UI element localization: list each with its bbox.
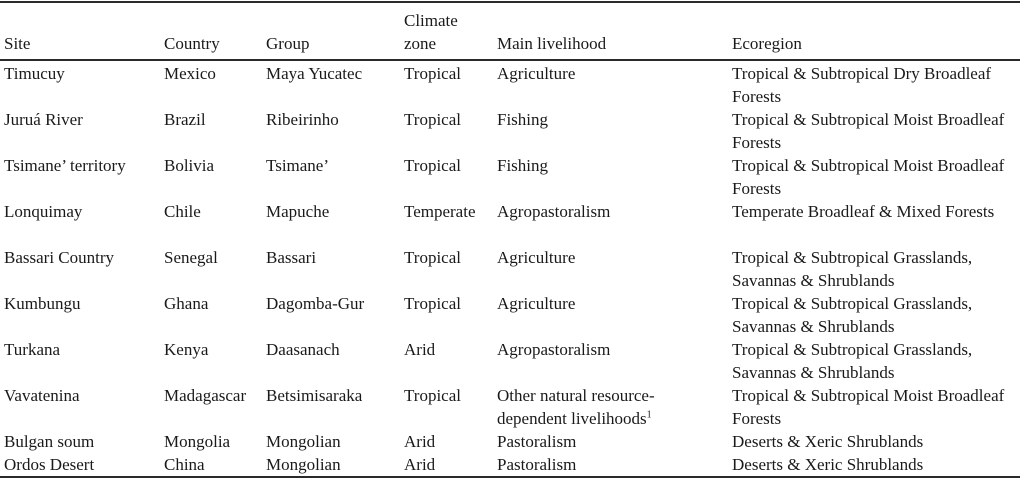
cell-country: Kenya [164, 340, 209, 359]
livelihood-text: Pastoralism [497, 432, 577, 451]
livelihood-text: Other natural resource-dependent livelih… [497, 386, 655, 428]
cell-climate-zone: Arid [404, 340, 436, 359]
cell-climate-zone: Tropical [404, 64, 461, 83]
cell-main-livelihood: Other natural resource-dependent livelih… [493, 384, 728, 430]
cell-climate-zone: Arid [404, 432, 436, 451]
table-row: Ordos Desert China Mongolian Arid Pastor… [0, 453, 1020, 477]
cell-ecoregion: Tropical & Subtropical Dry Broadleaf For… [732, 64, 992, 106]
table-row: Lonquimay Chile Mapuche Temperate Agropa… [0, 200, 1020, 246]
cell-ecoregion: Tropical & Subtropical Grasslands, Savan… [732, 340, 973, 382]
table-row: Bulgan soum Mongolia Mongolian Arid Past… [0, 430, 1020, 453]
cell-main-livelihood: Agriculture [493, 60, 728, 108]
cell-ecoregion: Tropical & Subtropical Grasslands, Savan… [732, 248, 973, 290]
cell-ecoregion: Deserts & Xeric Shrublands [732, 432, 924, 451]
cell-group: Betsimisaraka [266, 386, 363, 405]
cell-site: Tsimane’ territory [4, 156, 126, 175]
table-body: Timucuy Mexico Maya Yucatec Tropical Agr… [0, 60, 1020, 477]
cell-country: Bolivia [164, 156, 215, 175]
cell-ecoregion: Tropical & Subtropical Moist Broadleaf F… [732, 156, 1005, 198]
cell-site: Lonquimay [4, 202, 83, 221]
cell-main-livelihood: Fishing [493, 154, 728, 200]
livelihood-text: Agriculture [497, 64, 576, 83]
livelihood-text: Agropastoralism [497, 340, 611, 359]
livelihood-text: Agriculture [497, 248, 576, 267]
livelihood-text: Agropastoralism [497, 202, 611, 221]
cell-group: Mapuche [266, 202, 330, 221]
cell-country: Brazil [164, 110, 206, 129]
header-country: Country [164, 34, 220, 53]
table-row: Juruá River Brazil Ribeirinho Tropical F… [0, 108, 1020, 154]
footnote-marker: 1 [646, 409, 652, 421]
cell-site: Timucuy [4, 64, 65, 83]
cell-country: Mongolia [164, 432, 231, 451]
table-header: Site Country Group Climate zone Main liv… [0, 2, 1020, 60]
cell-ecoregion: Temperate Broadleaf & Mixed Forests [732, 202, 995, 221]
header-main-livelihood: Main livelihood [497, 34, 607, 53]
cell-group: Dagomba-Gur [266, 294, 365, 313]
cell-main-livelihood: Agropastoralism [493, 200, 728, 246]
cell-group: Maya Yucatec [266, 64, 363, 83]
livelihood-text: Fishing [497, 110, 549, 129]
cell-group: Ribeirinho [266, 110, 339, 129]
cell-group: Mongolian [266, 455, 341, 474]
cell-site: Bassari Country [4, 248, 115, 267]
cell-site: Vavatenina [4, 386, 80, 405]
cell-climate-zone: Tropical [404, 386, 461, 405]
cell-climate-zone: Tropical [404, 156, 461, 175]
cell-main-livelihood: Agriculture [493, 292, 728, 338]
header-site: Site [4, 34, 31, 53]
cell-ecoregion: Deserts & Xeric Shrublands [732, 455, 924, 474]
table-row: Timucuy Mexico Maya Yucatec Tropical Agr… [0, 60, 1020, 108]
header-climate-zone: Climate zone [404, 11, 458, 53]
cell-country: China [164, 455, 205, 474]
cell-climate-zone: Arid [404, 455, 436, 474]
header-ecoregion: Ecoregion [732, 34, 802, 53]
cell-country: Chile [164, 202, 201, 221]
cell-ecoregion: Tropical & Subtropical Moist Broadleaf F… [732, 386, 1005, 428]
cell-climate-zone: Temperate [404, 202, 476, 221]
cell-main-livelihood: Agropastoralism [493, 338, 728, 384]
cell-site: Kumbungu [4, 294, 81, 313]
table-row: Vavatenina Madagascar Betsimisaraka Trop… [0, 384, 1020, 430]
cell-main-livelihood: Fishing [493, 108, 728, 154]
cell-group: Bassari [266, 248, 317, 267]
cell-ecoregion: Tropical & Subtropical Grasslands, Savan… [732, 294, 973, 336]
cell-main-livelihood: Agriculture [493, 246, 728, 292]
cell-site: Juruá River [4, 110, 83, 129]
cell-site: Ordos Desert [4, 455, 95, 474]
table-row: Turkana Kenya Daasanach Arid Agropastora… [0, 338, 1020, 384]
cell-group: Mongolian [266, 432, 341, 451]
cell-country: Ghana [164, 294, 209, 313]
header-row: Site Country Group Climate zone Main liv… [0, 2, 1020, 60]
cell-main-livelihood: Pastoralism [493, 453, 728, 477]
cell-main-livelihood: Pastoralism [493, 430, 728, 453]
cell-climate-zone: Tropical [404, 294, 461, 313]
table-row: Kumbungu Ghana Dagomba-Gur Tropical Agri… [0, 292, 1020, 338]
header-group: Group [266, 34, 310, 53]
cell-group: Daasanach [266, 340, 340, 359]
cell-ecoregion: Tropical & Subtropical Moist Broadleaf F… [732, 110, 1005, 152]
livelihood-text: Agriculture [497, 294, 576, 313]
cell-site: Bulgan soum [4, 432, 95, 451]
cell-climate-zone: Tropical [404, 110, 461, 129]
cell-site: Turkana [4, 340, 61, 359]
cell-country: Senegal [164, 248, 218, 267]
table-row: Tsimane’ territory Bolivia Tsimane’ Trop… [0, 154, 1020, 200]
livelihood-text: Pastoralism [497, 455, 577, 474]
table-row: Bassari Country Senegal Bassari Tropical… [0, 246, 1020, 292]
cell-climate-zone: Tropical [404, 248, 461, 267]
cell-country: Mexico [164, 64, 216, 83]
cell-country: Madagascar [164, 386, 247, 405]
livelihood-text: Fishing [497, 156, 549, 175]
cell-group: Tsimane’ [266, 156, 330, 175]
